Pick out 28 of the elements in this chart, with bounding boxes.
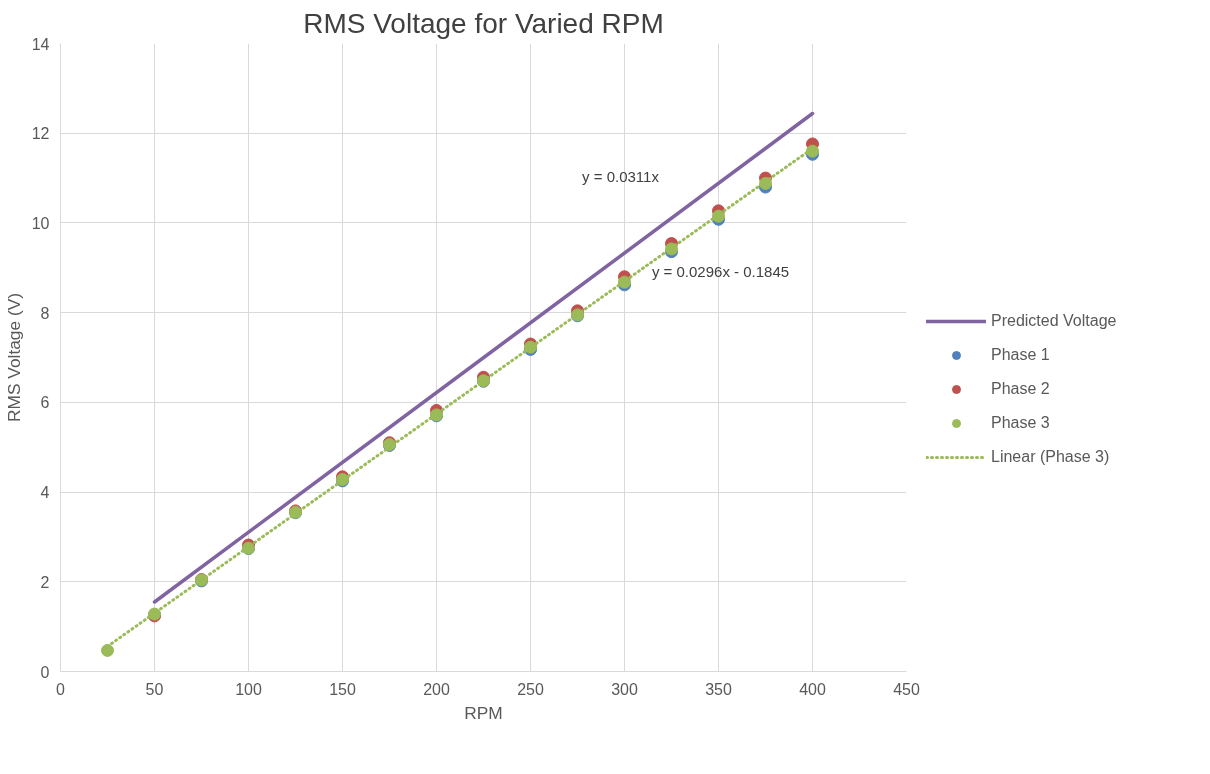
x-tick-label: 100 (235, 680, 262, 698)
legend-label: Linear (Phase 3) (991, 448, 1110, 466)
y-tick-label: 4 (40, 484, 50, 502)
legend-label: Phase 3 (991, 414, 1050, 432)
annotation: y = 0.0296x - 0.1845 (651, 263, 790, 280)
x-tick-label: 50 (145, 680, 164, 698)
y-tick-label: 14 (31, 35, 50, 53)
x-tick-label: 150 (329, 680, 356, 698)
x-tick-label: 350 (705, 680, 732, 698)
y-tick-label: 2 (40, 573, 50, 591)
x-tick-label: 450 (893, 680, 920, 698)
y-axis-title: RMS Voltage (V) (3, 292, 24, 423)
y-tick-label: 12 (31, 125, 50, 143)
x-tick-label: 0 (56, 680, 66, 698)
x-tick-label: 400 (799, 680, 826, 698)
x-tick-label: 250 (517, 680, 544, 698)
y-tick-label: 0 (40, 663, 50, 681)
x-tick-label: 200 (423, 680, 450, 698)
legend-label: Phase 2 (991, 380, 1050, 398)
annotation: y = 0.0311x (582, 168, 660, 185)
legend-label: Phase 1 (991, 346, 1050, 364)
legend-label: Predicted Voltage (991, 312, 1117, 330)
y-tick-label: 10 (31, 214, 50, 232)
x-tick-label: 300 (611, 680, 638, 698)
y-tick-label: 8 (40, 304, 50, 322)
x-axis-title: RPM (464, 702, 503, 723)
y-tick-label: 6 (40, 394, 50, 412)
chart-title: RMS Voltage for Varied RPM (303, 7, 664, 39)
